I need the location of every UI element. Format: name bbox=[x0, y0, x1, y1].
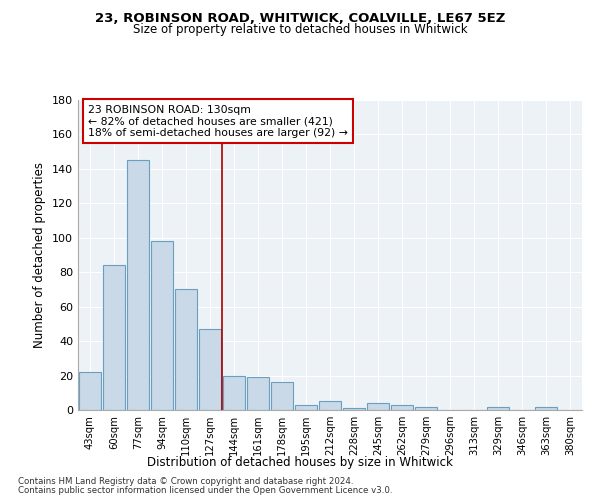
Text: Contains public sector information licensed under the Open Government Licence v3: Contains public sector information licen… bbox=[18, 486, 392, 495]
Bar bbox=[343, 408, 365, 410]
Bar bbox=[319, 402, 341, 410]
Bar bbox=[223, 376, 245, 410]
Y-axis label: Number of detached properties: Number of detached properties bbox=[34, 162, 46, 348]
Bar bbox=[151, 241, 173, 410]
Bar bbox=[535, 406, 557, 410]
Bar bbox=[79, 372, 101, 410]
Bar bbox=[391, 405, 413, 410]
Bar bbox=[415, 406, 437, 410]
Bar bbox=[175, 290, 197, 410]
Text: Size of property relative to detached houses in Whitwick: Size of property relative to detached ho… bbox=[133, 22, 467, 36]
Bar bbox=[103, 266, 125, 410]
Bar bbox=[247, 378, 269, 410]
Bar bbox=[127, 160, 149, 410]
Bar bbox=[199, 329, 221, 410]
Bar bbox=[271, 382, 293, 410]
Text: 23, ROBINSON ROAD, WHITWICK, COALVILLE, LE67 5EZ: 23, ROBINSON ROAD, WHITWICK, COALVILLE, … bbox=[95, 12, 505, 26]
Bar bbox=[367, 403, 389, 410]
Text: 23 ROBINSON ROAD: 130sqm
← 82% of detached houses are smaller (421)
18% of semi-: 23 ROBINSON ROAD: 130sqm ← 82% of detach… bbox=[88, 104, 348, 138]
Text: Distribution of detached houses by size in Whitwick: Distribution of detached houses by size … bbox=[147, 456, 453, 469]
Bar bbox=[295, 405, 317, 410]
Text: Contains HM Land Registry data © Crown copyright and database right 2024.: Contains HM Land Registry data © Crown c… bbox=[18, 477, 353, 486]
Bar bbox=[487, 406, 509, 410]
